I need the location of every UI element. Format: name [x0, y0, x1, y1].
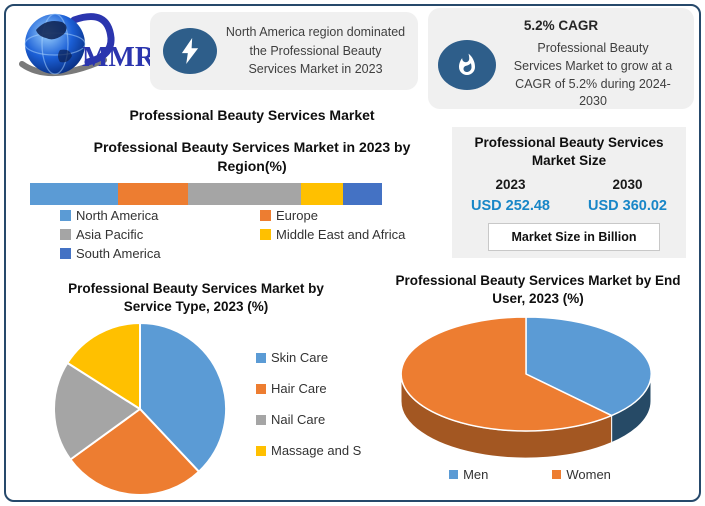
- legend-item-north-america: North America: [60, 208, 260, 223]
- service-type-pie-chart: [53, 322, 228, 496]
- legend-marker-women: [552, 470, 562, 479]
- logo-text: MMR: [82, 42, 152, 73]
- region-stacked-bar-chart: [30, 183, 382, 205]
- year-2023-label: 2023: [495, 177, 526, 192]
- legend-marker-north-america: [60, 210, 71, 221]
- legend-item-nail-care: Nail Care: [256, 412, 370, 427]
- legend-item-women: Women: [552, 467, 611, 482]
- value-2023: USD 252.48: [471, 198, 550, 214]
- legend-item-skin-care: Skin Care: [256, 350, 370, 365]
- legend-marker-nail-care: [256, 414, 266, 425]
- service-type-chart-title: Professional Beauty Services Market by S…: [68, 281, 324, 315]
- legend-item-europe: Europe: [260, 208, 450, 223]
- bar-segment-middle-east-and-africa: [301, 183, 344, 205]
- legend-marker-hair-care: [256, 383, 266, 394]
- mmr-logo: MMR: [12, 4, 152, 86]
- legend-marker-europe: [260, 210, 271, 221]
- bar-segment-europe: [118, 183, 189, 205]
- legend-marker-asia-pacific: [60, 229, 71, 240]
- legend-label: Nail Care: [271, 412, 326, 427]
- globe-continent: [36, 21, 67, 40]
- service-type-legend: Skin Care Hair Care Nail Care Massage and S: [256, 350, 370, 458]
- bar-segment-south-america: [343, 183, 382, 205]
- legend-label: South America: [76, 246, 161, 261]
- legend-label: Skin Care: [271, 350, 329, 365]
- pie-slice-hair-care: [69, 408, 200, 496]
- legend-label: Men: [463, 467, 489, 482]
- region-chart-title: Professional Beauty Services Market in 2…: [93, 139, 411, 174]
- legend-label: North America: [76, 208, 159, 223]
- legend-label: Hair Care: [271, 381, 327, 396]
- legend-item-south-america: South America: [60, 246, 260, 261]
- bar-segment-north-america: [30, 183, 118, 205]
- legend-marker-men: [449, 470, 459, 479]
- end-user-pie-chart: [400, 316, 652, 459]
- value-2030: USD 360.02: [588, 198, 667, 214]
- legend-item-asia-pacific: Asia Pacific: [60, 227, 260, 242]
- market-size-title: Professional Beauty Services Market Size: [474, 135, 664, 168]
- legend-label: Europe: [276, 208, 318, 223]
- legend-marker-middle-east-and-africa: [260, 229, 271, 240]
- market-size-unit-note: Market Size in Billion: [488, 223, 660, 251]
- logo-blue-swoosh: [70, 13, 115, 66]
- highlight-text: North America region dominated the Profe…: [225, 24, 406, 77]
- legend-item-middle-east-and-africa: Middle East and Africa: [260, 227, 450, 242]
- legend-marker-south-america: [60, 248, 71, 259]
- legend-label: Middle East and Africa: [276, 227, 406, 242]
- legend-item-men: Men: [449, 467, 488, 482]
- end-user-chart-title: Professional Beauty Services Market by E…: [395, 273, 681, 307]
- pie-slice-men: [525, 316, 652, 417]
- legend-label: Asia Pacific: [76, 227, 144, 242]
- cagr-text: Professional Beauty Services Market to g…: [513, 41, 673, 109]
- legend-label: Massage and S: [271, 443, 362, 458]
- year-2030-label: 2030: [612, 177, 643, 192]
- highlight-box: North America region dominated the Profe…: [150, 12, 418, 90]
- pie-slice-massage-and-s: [66, 322, 141, 410]
- pie-slice-nail-care: [53, 361, 141, 461]
- legend-label: Women: [566, 467, 611, 482]
- pie-slice-skin-care: [139, 322, 228, 473]
- bar-segment-asia-pacific: [188, 183, 302, 205]
- flame-icon: [438, 40, 496, 90]
- page-title: Professional Beauty Services Market: [129, 107, 375, 123]
- lightning-icon: [163, 28, 217, 74]
- cagr-box: 5.2% CAGR Professional Beauty Services M…: [428, 8, 694, 109]
- legend-marker-massage-and-s: [256, 445, 266, 456]
- end-user-legend: Men Women: [408, 467, 652, 482]
- market-size-panel: Professional Beauty Services Market Size…: [452, 127, 686, 258]
- legend-item-massage-and-s: Massage and S: [256, 443, 370, 458]
- pie-slice-women: [400, 316, 613, 432]
- cagr-title: 5.2% CAGR: [523, 18, 599, 33]
- legend-marker-skin-care: [256, 352, 266, 363]
- region-legend: North America Europe Asia Pacific Middle Ea…: [60, 208, 450, 261]
- legend-item-hair-care: Hair Care: [256, 381, 370, 396]
- globe-logo-graphic: MMR: [19, 13, 152, 76]
